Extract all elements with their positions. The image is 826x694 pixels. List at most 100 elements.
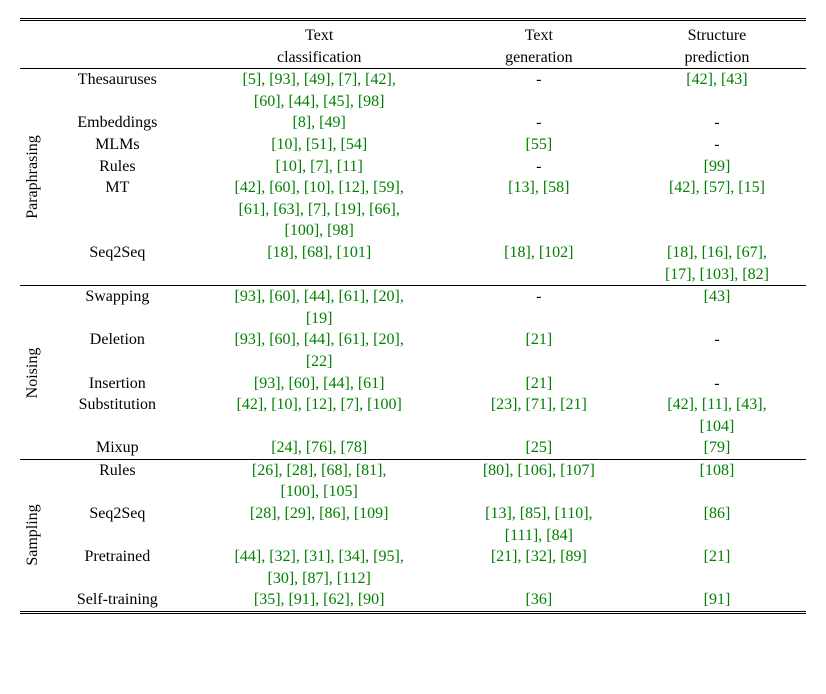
- citation-link[interactable]: 10: [277, 136, 293, 153]
- citation-link[interactable]: 91: [709, 591, 725, 608]
- citation-link[interactable]: 93: [275, 71, 291, 88]
- citation-link[interactable]: 17: [670, 266, 686, 283]
- citation-link[interactable]: 61: [344, 288, 360, 305]
- citation-link[interactable]: 8: [298, 114, 306, 131]
- citation-link[interactable]: 43: [726, 71, 742, 88]
- citation-link[interactable]: 91: [294, 591, 310, 608]
- citation-link[interactable]: 104: [705, 418, 729, 435]
- citation-link[interactable]: 93: [240, 331, 256, 348]
- citation-link[interactable]: 89: [565, 548, 581, 565]
- citation-link[interactable]: 68: [327, 462, 343, 479]
- citation-link[interactable]: 108: [705, 462, 729, 479]
- citation-link[interactable]: 18: [672, 244, 688, 261]
- citation-link[interactable]: 44: [294, 93, 310, 110]
- citation-link[interactable]: 21: [565, 396, 581, 413]
- citation-link[interactable]: 99: [709, 158, 725, 175]
- citation-link[interactable]: 44: [240, 548, 256, 565]
- citation-link[interactable]: 15: [744, 179, 760, 196]
- citation-link[interactable]: 58: [548, 179, 564, 196]
- citation-link[interactable]: 100: [372, 396, 396, 413]
- citation-link[interactable]: 106: [523, 462, 547, 479]
- citation-link[interactable]: 42: [370, 71, 386, 88]
- citation-link[interactable]: 100: [290, 222, 314, 239]
- citation-link[interactable]: 49: [309, 71, 325, 88]
- citation-link[interactable]: 93: [259, 375, 275, 392]
- citation-link[interactable]: 26: [257, 462, 273, 479]
- citation-link[interactable]: 60: [259, 93, 275, 110]
- citation-link[interactable]: 110: [560, 505, 583, 522]
- citation-link[interactable]: 10: [281, 158, 297, 175]
- citation-link[interactable]: 49: [325, 114, 341, 131]
- citation-link[interactable]: 11: [342, 158, 357, 175]
- citation-link[interactable]: 43: [741, 396, 757, 413]
- citation-link[interactable]: 21: [531, 331, 547, 348]
- citation-link[interactable]: 13: [490, 505, 506, 522]
- citation-link[interactable]: 43: [709, 288, 725, 305]
- citation-link[interactable]: 18: [510, 244, 526, 261]
- citation-link[interactable]: 93: [240, 288, 256, 305]
- citation-link[interactable]: 29: [290, 505, 306, 522]
- citation-link[interactable]: 24: [277, 439, 293, 456]
- citation-link[interactable]: 60: [275, 179, 291, 196]
- citation-link[interactable]: 12: [311, 396, 327, 413]
- citation-link[interactable]: 36: [531, 591, 547, 608]
- citation-link[interactable]: 5: [248, 71, 256, 88]
- citation-link[interactable]: 34: [344, 548, 360, 565]
- citation-link[interactable]: 95: [378, 548, 394, 565]
- citation-link[interactable]: 107: [565, 462, 589, 479]
- citation-link[interactable]: 28: [292, 462, 308, 479]
- citation-link[interactable]: 25: [531, 439, 547, 456]
- citation-link[interactable]: 67: [742, 244, 758, 261]
- citation-link[interactable]: 32: [531, 548, 547, 565]
- citation-link[interactable]: 103: [705, 266, 729, 283]
- citation-link[interactable]: 45: [329, 93, 345, 110]
- citation-link[interactable]: 23: [496, 396, 512, 413]
- citation-link[interactable]: 71: [531, 396, 547, 413]
- citation-link[interactable]: 59: [378, 179, 394, 196]
- citation-link[interactable]: 20: [378, 331, 394, 348]
- citation-link[interactable]: 80: [488, 462, 504, 479]
- citation-link[interactable]: 81: [361, 462, 377, 479]
- citation-link[interactable]: 42: [242, 396, 258, 413]
- citation-link[interactable]: 102: [544, 244, 568, 261]
- citation-link[interactable]: 44: [309, 331, 325, 348]
- citation-link[interactable]: 101: [342, 244, 366, 261]
- citation-link[interactable]: 21: [531, 375, 547, 392]
- citation-link[interactable]: 63: [279, 201, 295, 218]
- citation-link[interactable]: 30: [273, 570, 289, 587]
- citation-link[interactable]: 28: [255, 505, 271, 522]
- citation-link[interactable]: 42: [692, 71, 708, 88]
- citation-link[interactable]: 68: [307, 244, 323, 261]
- citation-link[interactable]: 111: [510, 527, 533, 544]
- citation-link[interactable]: 76: [311, 439, 327, 456]
- citation-link[interactable]: 98: [333, 222, 349, 239]
- citation-link[interactable]: 31: [309, 548, 325, 565]
- citation-link[interactable]: 12: [344, 179, 360, 196]
- citation-link[interactable]: 7: [346, 396, 354, 413]
- citation-link[interactable]: 98: [363, 93, 379, 110]
- citation-link[interactable]: 42: [674, 179, 690, 196]
- citation-link[interactable]: 10: [277, 396, 293, 413]
- citation-link[interactable]: 84: [552, 527, 568, 544]
- citation-link[interactable]: 44: [329, 375, 345, 392]
- citation-link[interactable]: 32: [275, 548, 291, 565]
- citation-link[interactable]: 44: [309, 288, 325, 305]
- citation-link[interactable]: 21: [496, 548, 512, 565]
- citation-link[interactable]: 61: [363, 375, 379, 392]
- citation-link[interactable]: 16: [707, 244, 723, 261]
- citation-link[interactable]: 57: [709, 179, 725, 196]
- citation-link[interactable]: 21: [709, 548, 725, 565]
- citation-link[interactable]: 61: [344, 331, 360, 348]
- citation-link[interactable]: 86: [325, 505, 341, 522]
- citation-link[interactable]: 51: [311, 136, 327, 153]
- citation-link[interactable]: 7: [344, 71, 352, 88]
- citation-link[interactable]: 55: [531, 136, 547, 153]
- citation-link[interactable]: 90: [363, 591, 379, 608]
- citation-link[interactable]: 18: [273, 244, 289, 261]
- citation-link[interactable]: 78: [346, 439, 362, 456]
- citation-link[interactable]: 11: [707, 396, 722, 413]
- citation-link[interactable]: 87: [307, 570, 323, 587]
- citation-link[interactable]: 112: [342, 570, 365, 587]
- citation-link[interactable]: 79: [709, 439, 725, 456]
- citation-link[interactable]: 85: [525, 505, 541, 522]
